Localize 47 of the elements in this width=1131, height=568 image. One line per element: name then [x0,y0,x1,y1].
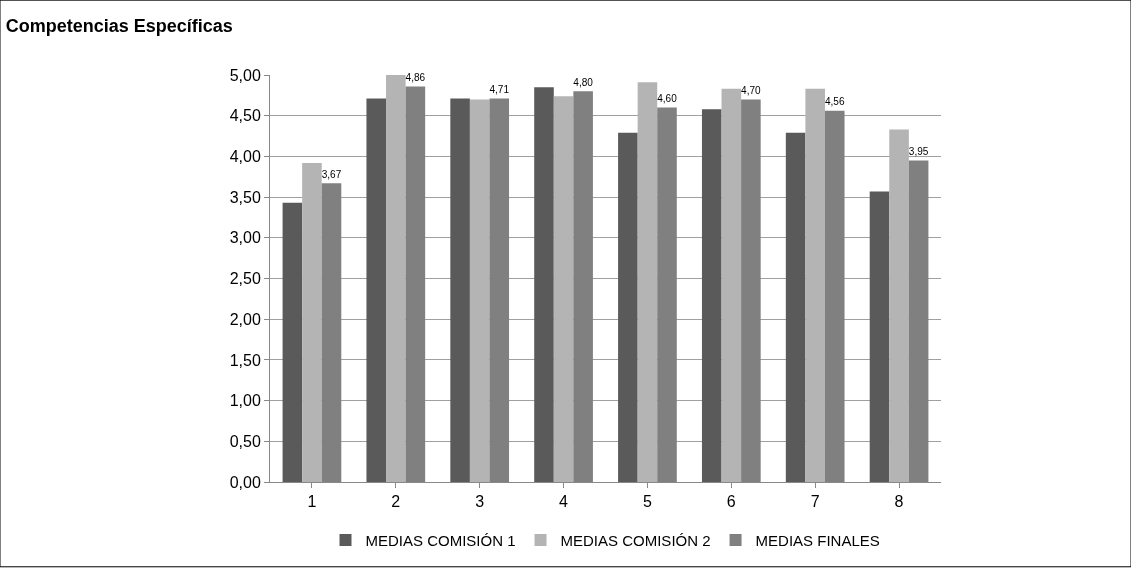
bar [869,191,890,482]
y-tick-label: 0,50 [229,432,261,450]
text: Competencias Específicas [5,16,233,37]
y-tick-label: 4,00 [229,148,261,165]
bar [637,82,658,482]
bar [469,99,490,482]
bar [701,109,722,482]
legend-label: MEDIAS FINALES [755,531,880,549]
data-label: 3,67 [321,168,342,180]
legend-label: MEDIAS COMISIÓN 1 [365,531,516,549]
bar [618,132,638,482]
data-label: 4,80 [573,76,594,88]
y-tick-label: 2,50 [229,270,261,288]
bar [553,96,574,482]
y-tick-label: 2,00 [229,310,261,328]
x-tick-label: 5 [642,493,652,511]
bar [302,162,322,482]
data-label: 4,70 [741,85,762,97]
legend-label: MEDIAS COMISIÓN 2 [560,531,711,549]
x-tick-label: 6 [726,493,736,511]
bar [366,98,387,482]
x-tick-label: 1 [307,493,317,511]
data-label: 4,60 [657,93,678,105]
y-tick-label: 1,50 [229,351,261,369]
bar [534,87,554,482]
x-tick-label: 2 [391,493,401,511]
y-tick-label: 3,00 [229,229,261,247]
x-tick-label: 4 [559,493,569,511]
y-tick-label: 1,00 [229,392,261,410]
x-tick-label: 7 [810,493,820,511]
x-tick-label: 3 [475,493,485,511]
bar [386,75,406,482]
x-tick-label: 8 [894,493,904,511]
data-label: 4,86 [405,72,426,84]
data-label: 4,71 [489,84,510,96]
bar [450,98,470,482]
y-tick-label: 5,00 [229,66,261,84]
bar [721,88,742,482]
bar [889,129,909,482]
y-tick-label: 3,50 [229,188,261,206]
y-tick-label: 4,50 [229,107,261,125]
data-label: 4,56 [824,96,845,108]
data-label: 3,95 [908,146,929,158]
bar [805,88,825,482]
bar [282,202,303,482]
bar [785,132,806,482]
y-tick-label: 0,00 [229,473,261,491]
